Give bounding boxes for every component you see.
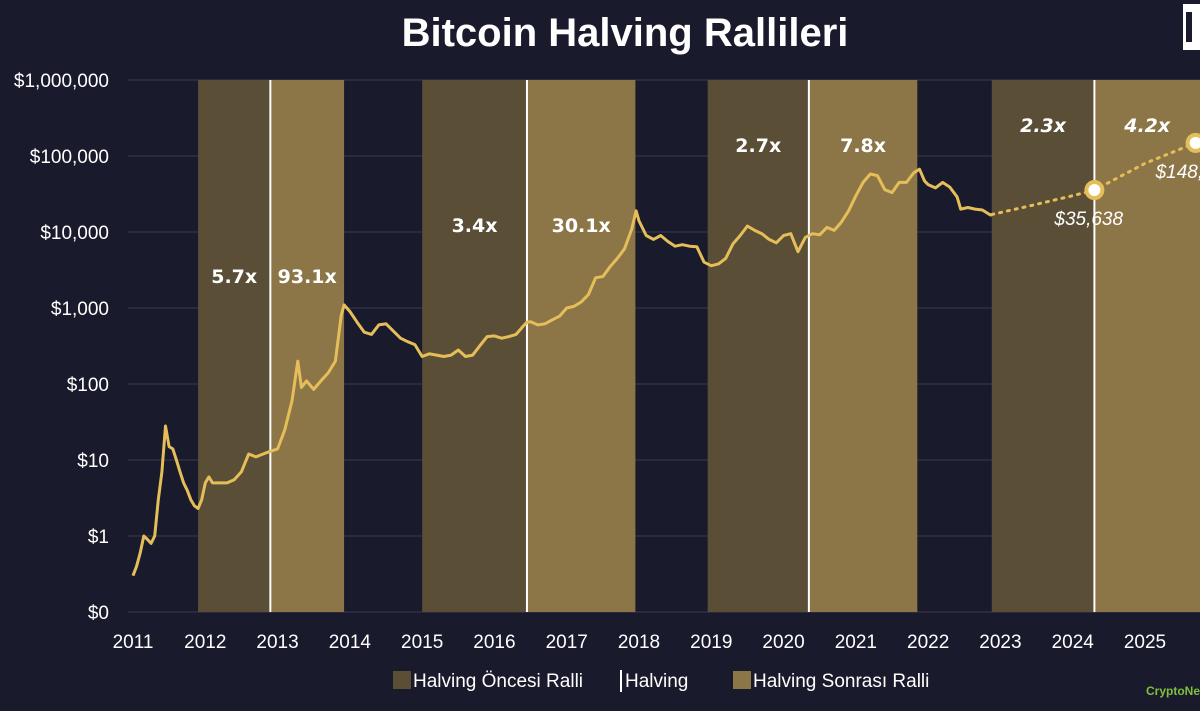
multiplier-label: 2.3x: [1020, 115, 1067, 137]
watermark: CryptoNe: [1146, 684, 1200, 698]
projection-marker-1: [1185, 132, 1200, 153]
x-tick-label: 2019: [690, 632, 732, 653]
x-tick-label: 2021: [835, 632, 877, 653]
multiplier-label: 93.1x: [278, 266, 337, 288]
legend-swatch-halving: [620, 670, 622, 692]
legend: Halving Öncesi Ralli Halving Halving Son…: [393, 670, 929, 692]
legend-label-post: Halving Sonrası Ralli: [753, 671, 929, 692]
projection-value-label: $35,638: [1053, 209, 1123, 230]
post-rally-band-1: [270, 80, 345, 612]
x-tick-label: 2016: [473, 632, 515, 653]
legend-swatch-pre: [393, 671, 411, 689]
y-tick-label: $1,000,000: [14, 71, 109, 92]
post-rally-band-3: [526, 80, 636, 612]
x-tick-label: 2014: [329, 632, 372, 653]
multiplier-label: 4.2x: [1123, 115, 1171, 137]
y-tick-label: $100: [67, 375, 109, 396]
projection-value-label: $148,6: [1155, 162, 1200, 183]
pre-rally-band-0: [198, 80, 271, 612]
y-axis-ticks: $0 $1 $10 $100 $1,000 $10,000 $100,000 $1,000,0…: [14, 71, 109, 624]
multiplier-label: 5.7x: [211, 266, 257, 288]
x-tick-label: 2020: [762, 632, 804, 653]
x-tick-label: 2011: [113, 632, 154, 653]
rally-bands: [198, 80, 1200, 612]
multiplier-label: 7.8x: [840, 135, 886, 157]
x-tick-label: 2024: [1052, 632, 1095, 653]
x-tick-label: 2022: [907, 632, 949, 653]
x-tick-label: 2025: [1124, 632, 1166, 653]
pre-rally-band-2: [422, 80, 527, 612]
y-tick-label: $1,000: [51, 299, 109, 320]
x-axis-ticks: 2011 2012 2013 2014 2015 2016 2017 2018 2019 2020…: [113, 632, 1167, 653]
legend-swatch-post: [733, 671, 751, 689]
post-rally-band-5: [808, 80, 918, 612]
logo: [1183, 4, 1200, 50]
projection-line: [990, 141, 1198, 216]
y-tick-label: $100,000: [30, 147, 109, 168]
post-rally-band-7: [1094, 80, 1200, 612]
x-tick-label: 2013: [256, 632, 298, 653]
btc-price-line: [131, 167, 993, 577]
y-tick-label: $0: [88, 603, 109, 624]
x-tick-label: 2018: [618, 632, 660, 653]
projection-marker-0: [1084, 180, 1105, 201]
price-lines: [131, 141, 1198, 577]
multiplier-label: 30.1x: [552, 215, 611, 237]
multiplier-labels: 5.7x 93.1x 3.4x 30.1x 2.7x 7.8x 2.3x 4.2x: [211, 115, 1171, 288]
halving-lines: [269, 80, 1096, 612]
pre-rally-band-6: [991, 80, 1095, 612]
y-tick-label: $1: [88, 527, 109, 548]
chart-title: Bitcoin Halving Rallileri: [402, 11, 849, 55]
legend-label-halving: Halving: [625, 671, 688, 692]
legend-label-pre: Halving Öncesi Ralli: [413, 671, 583, 692]
x-tick-label: 2012: [184, 632, 226, 653]
multiplier-label: 3.4x: [452, 215, 498, 237]
logo-cutout: [1186, 12, 1192, 42]
multiplier-label: 2.7x: [735, 135, 781, 157]
x-tick-label: 2023: [979, 632, 1021, 653]
pre-rally-band-4: [707, 80, 809, 612]
x-tick-label: 2015: [401, 632, 443, 653]
y-tick-label: $10,000: [40, 223, 109, 244]
x-tick-label: 2017: [546, 632, 588, 653]
y-tick-label: $10: [77, 451, 109, 472]
projection-markers: $35,638 $148,6: [1053, 132, 1200, 230]
